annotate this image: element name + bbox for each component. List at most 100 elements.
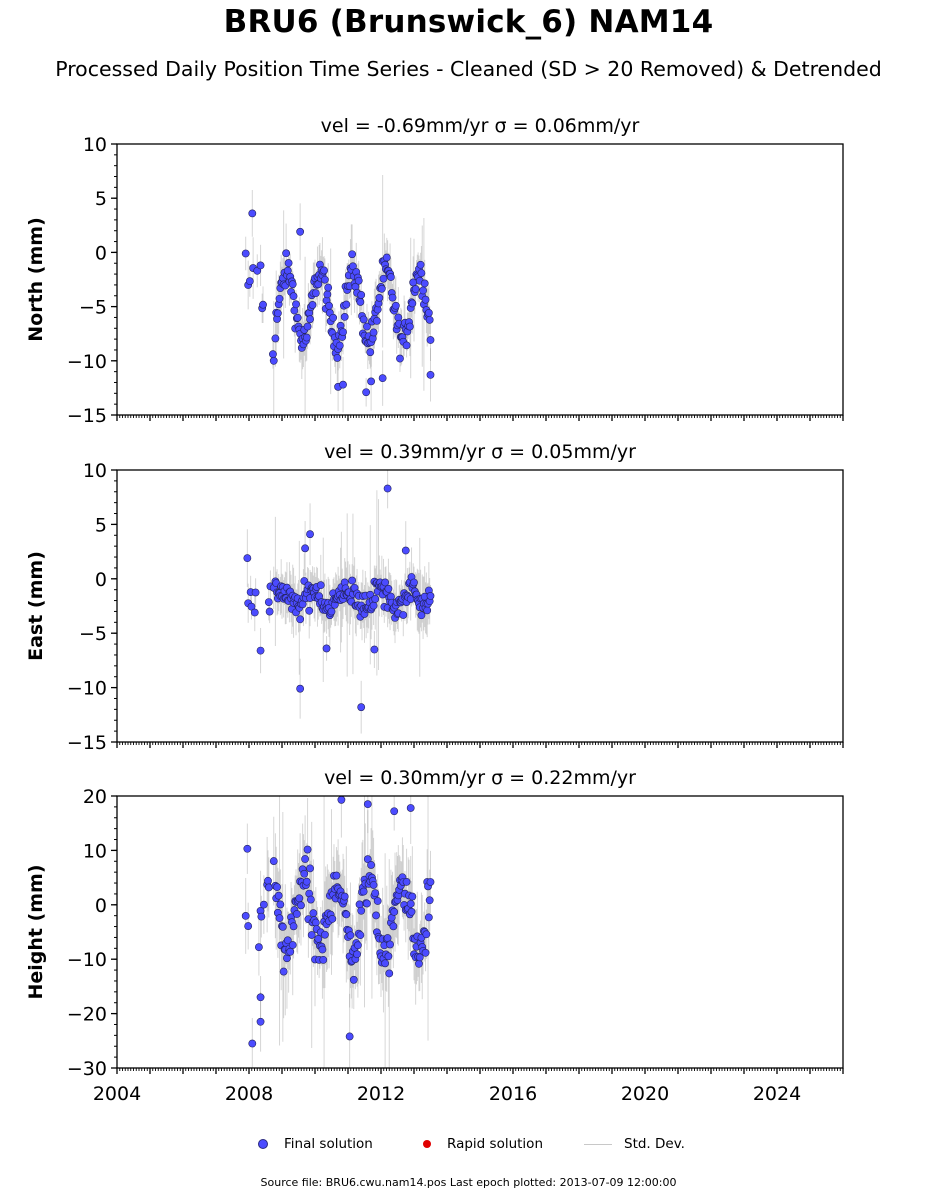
data-point bbox=[295, 894, 304, 903]
data-point bbox=[241, 912, 250, 920]
legend-label-final: Final solution bbox=[284, 1136, 373, 1152]
y-tick-label: 5 bbox=[95, 514, 107, 536]
data-point bbox=[401, 546, 410, 555]
data-point bbox=[426, 592, 435, 600]
data-point bbox=[269, 356, 278, 365]
data-point bbox=[355, 900, 364, 909]
data-point bbox=[349, 975, 358, 984]
data-point bbox=[381, 959, 390, 968]
data-layer bbox=[241, 796, 435, 1068]
y-axis-label: East (mm) bbox=[25, 551, 47, 661]
data-point bbox=[311, 289, 320, 298]
legend-item-final: Final solution bbox=[258, 1136, 373, 1152]
data-point bbox=[426, 336, 435, 344]
y-tick-label: 10 bbox=[83, 134, 107, 156]
data-point bbox=[311, 918, 320, 927]
data-point bbox=[357, 290, 366, 299]
data-point bbox=[248, 1039, 257, 1048]
data-point bbox=[297, 901, 305, 910]
data-point bbox=[373, 897, 382, 905]
data-point bbox=[320, 275, 329, 284]
data-point bbox=[385, 969, 394, 978]
data-point bbox=[357, 906, 366, 915]
data-point bbox=[339, 328, 347, 336]
data-point bbox=[354, 276, 363, 285]
x-tick-label: 2024 bbox=[753, 1083, 801, 1105]
data-point bbox=[426, 878, 435, 886]
data-point bbox=[296, 684, 305, 693]
data-point bbox=[372, 316, 381, 325]
y-tick-label: −15 bbox=[67, 732, 107, 754]
data-point bbox=[328, 914, 337, 923]
panel-title: vel = 0.30mm/yr σ = 0.22mm/yr bbox=[324, 767, 636, 789]
data-point bbox=[383, 484, 392, 493]
data-point bbox=[363, 322, 371, 331]
data-point bbox=[288, 280, 297, 289]
data-point bbox=[245, 277, 254, 286]
data-point bbox=[381, 578, 390, 587]
data-point bbox=[408, 299, 417, 308]
rapid-solution-marker bbox=[423, 1140, 431, 1148]
x-tick-label: 2008 bbox=[225, 1083, 273, 1105]
data-point bbox=[302, 877, 311, 886]
data-point bbox=[284, 259, 293, 267]
data-point bbox=[259, 900, 268, 909]
data-point bbox=[424, 308, 433, 317]
data-point bbox=[389, 922, 398, 931]
data-point bbox=[356, 931, 365, 940]
data-point bbox=[259, 300, 267, 309]
y-tick-label: 10 bbox=[83, 460, 107, 482]
data-point bbox=[319, 955, 328, 964]
data-point bbox=[247, 602, 256, 611]
y-tick-label: −10 bbox=[67, 351, 107, 373]
y-tick-label: 10 bbox=[83, 840, 107, 862]
data-point bbox=[264, 598, 273, 606]
y-tick-label: −5 bbox=[79, 297, 107, 319]
data-point bbox=[423, 606, 432, 615]
data-point bbox=[421, 295, 430, 304]
data-point bbox=[348, 576, 357, 585]
data-point bbox=[422, 930, 431, 939]
data-point bbox=[250, 608, 259, 617]
data-point bbox=[384, 584, 393, 593]
data-point bbox=[367, 377, 375, 386]
data-point bbox=[377, 284, 386, 293]
plot-frame bbox=[116, 469, 844, 743]
final-solution-marker bbox=[258, 1139, 268, 1149]
data-point bbox=[323, 290, 332, 299]
data-point bbox=[339, 380, 347, 389]
data-point bbox=[363, 899, 371, 908]
data-point bbox=[405, 322, 414, 331]
data-point bbox=[306, 895, 315, 904]
data-point bbox=[248, 209, 257, 218]
data-point bbox=[390, 807, 399, 816]
data-point bbox=[416, 260, 425, 269]
data-point bbox=[426, 370, 435, 379]
page-subtitle: Processed Daily Position Time Series - C… bbox=[55, 57, 882, 81]
data-point bbox=[257, 912, 266, 921]
data-point bbox=[383, 934, 392, 942]
x-tick-label: 2020 bbox=[621, 1083, 669, 1105]
data-point bbox=[309, 909, 318, 918]
data-point bbox=[379, 274, 388, 283]
data-point bbox=[256, 1017, 265, 1026]
y-tick-label: 5 bbox=[95, 188, 107, 210]
data-point bbox=[342, 910, 351, 919]
data-point bbox=[407, 907, 416, 916]
data-point bbox=[406, 804, 415, 812]
data-point bbox=[256, 261, 265, 270]
data-point bbox=[340, 892, 349, 901]
data-point bbox=[391, 301, 400, 310]
page-title: BRU6 (Brunswick_6) NAM14 bbox=[223, 4, 714, 40]
data-point bbox=[286, 947, 295, 956]
data-point bbox=[302, 333, 311, 342]
y-tick-label: 20 bbox=[83, 786, 107, 808]
data-point bbox=[359, 887, 368, 896]
data-point bbox=[378, 374, 387, 383]
data-point bbox=[402, 877, 411, 886]
data-point bbox=[289, 922, 298, 931]
data-point bbox=[325, 301, 333, 310]
data-point bbox=[303, 845, 312, 854]
data-point bbox=[363, 800, 372, 809]
